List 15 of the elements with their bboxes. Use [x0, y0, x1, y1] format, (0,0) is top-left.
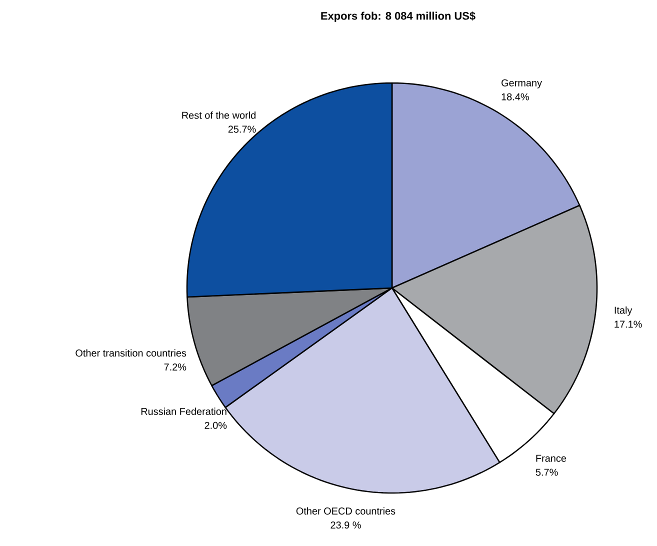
chart-title: Expors fob: 8 084 million US$ — [321, 12, 476, 22]
slice-label: Italy — [614, 306, 632, 316]
slice-label: Other OECD countries — [296, 507, 396, 515]
slice-label: France — [536, 454, 566, 462]
data-label: 25.7% — [228, 126, 256, 133]
data-label: 2.0% — [204, 422, 227, 429]
slice-label: Germany — [502, 79, 542, 88]
slice-label: Other transition countries — [76, 349, 186, 357]
slice-label: Russian Federation — [141, 408, 226, 415]
data-label: 23.9 % — [330, 521, 361, 529]
slice-label: Rest of the world — [182, 111, 256, 119]
data-label: 5.7% — [536, 468, 558, 476]
data-label: 7.2% — [164, 363, 186, 371]
data-label: 18.4% — [502, 93, 529, 100]
data-label: 17.1% — [614, 320, 642, 328]
